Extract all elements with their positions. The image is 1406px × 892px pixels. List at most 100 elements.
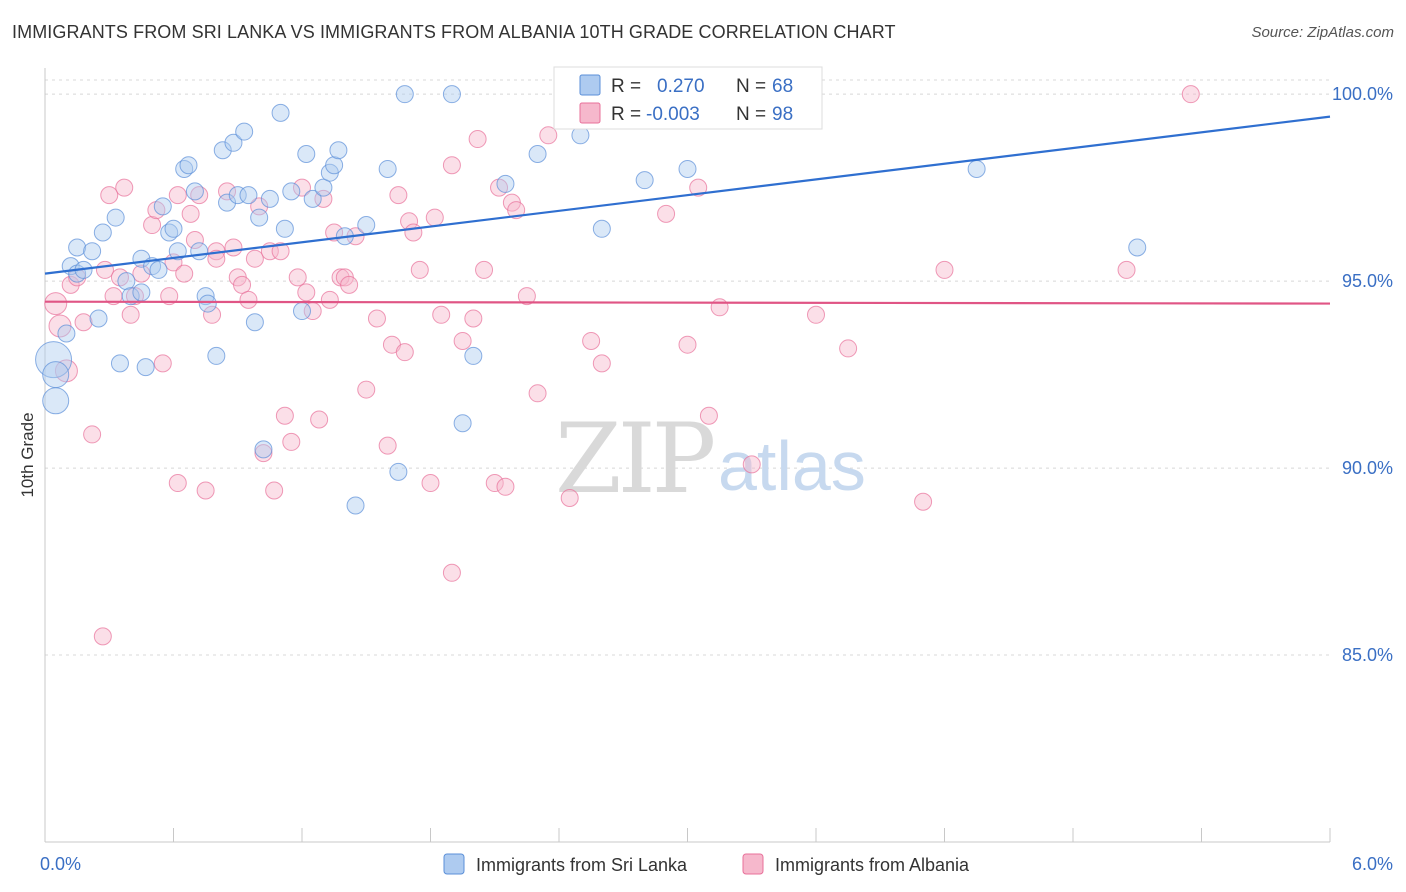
sri-lanka-point xyxy=(453,414,472,433)
sri-lanka-point xyxy=(271,103,290,122)
axes xyxy=(44,68,1331,843)
sri-lanka-point xyxy=(207,346,226,365)
stats-n-label: N = xyxy=(736,76,766,97)
albania-point xyxy=(168,474,187,493)
sri-lanka-point xyxy=(254,440,273,459)
sri-lanka-point xyxy=(213,141,232,160)
albania-point xyxy=(592,354,611,373)
sri-lanka-point xyxy=(678,159,697,178)
legend-swatch-albania xyxy=(742,853,764,875)
sri-lanka-point xyxy=(275,219,294,238)
albania-point xyxy=(160,287,179,306)
sri-lanka-point xyxy=(239,186,258,205)
stats-n-value: 68 xyxy=(772,76,793,97)
stats-legend-box: R = 0.270 N = 68 R = -0.003 N = 98 xyxy=(553,66,823,130)
stats-r-value: -0.003 xyxy=(646,104,700,125)
sri-lanka-point xyxy=(196,287,215,306)
albania-trend-line xyxy=(44,300,1331,305)
albania-point xyxy=(517,287,536,306)
albania-point xyxy=(74,313,93,332)
albania-point xyxy=(181,204,200,223)
albania-point xyxy=(44,292,68,316)
y-axis-label: 10th Grade xyxy=(18,412,37,497)
albania-point xyxy=(203,305,222,324)
albania-point xyxy=(168,186,187,205)
sri-lanka-point xyxy=(89,309,108,328)
albania-point xyxy=(689,178,708,197)
albania-point xyxy=(367,309,386,328)
y-tick-label: 100.0% xyxy=(1332,84,1393,104)
stats-swatch-albania xyxy=(579,102,601,124)
chart-legend: Immigrants from Sri Lanka Immigrants fro… xyxy=(443,853,970,875)
albania-point xyxy=(839,339,858,358)
x-tick-labels: 0.0% 6.0% xyxy=(40,854,1393,874)
albania-point xyxy=(425,208,444,227)
albania-point xyxy=(496,477,515,496)
albania-point xyxy=(185,231,204,249)
albania-point xyxy=(378,436,397,455)
sri-lanka-point xyxy=(282,182,301,201)
sri-lanka-trend-line xyxy=(44,115,1331,275)
legend-swatch-sri-lanka xyxy=(443,853,465,875)
trend-lines xyxy=(44,115,1331,305)
albania-point xyxy=(100,186,119,205)
x-tick-label: 0.0% xyxy=(40,854,81,874)
albania-point xyxy=(935,260,954,279)
albania-point xyxy=(61,275,80,294)
albania-point xyxy=(239,290,258,309)
sri-lanka-point xyxy=(967,159,986,178)
albania-point xyxy=(421,474,440,493)
sri-lanka-point xyxy=(389,462,408,481)
sri-lanka-point xyxy=(153,197,172,216)
albania-point xyxy=(528,384,547,403)
sri-lanka-point xyxy=(224,133,243,152)
albania-point xyxy=(1117,260,1136,279)
albania-point xyxy=(410,260,429,279)
albania-point xyxy=(207,249,226,268)
sri-lanka-point xyxy=(250,208,269,227)
albania-point xyxy=(143,216,162,235)
sri-lanka-point xyxy=(635,171,654,190)
sri-lanka-point xyxy=(179,156,198,175)
albania-point xyxy=(539,126,558,145)
sri-lanka-point xyxy=(132,283,151,302)
sri-lanka-point xyxy=(325,156,344,175)
sri-lanka-point xyxy=(136,358,155,377)
albania-point xyxy=(432,305,451,324)
albania-point xyxy=(357,380,376,399)
sri-lanka-point xyxy=(314,178,333,197)
sri-lanka-point xyxy=(228,186,247,205)
albania-point xyxy=(468,130,487,149)
albania-point xyxy=(464,309,483,328)
sri-lanka-point xyxy=(329,141,348,160)
albania-point xyxy=(95,260,114,279)
stats-r-value: 0.270 xyxy=(657,76,705,97)
sri-lanka-point xyxy=(245,313,264,332)
albania-point xyxy=(175,264,194,283)
albania-point xyxy=(265,481,284,500)
albania-point xyxy=(233,275,252,294)
albania-point xyxy=(475,260,494,279)
watermark-atlas: atlas xyxy=(718,427,866,505)
sri-lanka-point xyxy=(357,216,376,235)
albania-point xyxy=(320,290,339,309)
albania-point xyxy=(807,305,825,324)
sri-lanka-point xyxy=(57,324,76,343)
sri-lanka-point xyxy=(42,387,70,415)
albania-point xyxy=(297,283,316,302)
albania-point xyxy=(310,410,329,429)
sri-lanka-point xyxy=(198,294,217,313)
y-tick-labels: 85.0% 90.0% 95.0% 100.0% xyxy=(1332,84,1393,665)
stats-n-value: 98 xyxy=(772,104,793,125)
albania-point xyxy=(153,354,172,373)
stats-r-label: R = xyxy=(611,76,641,97)
albania-point xyxy=(132,264,151,283)
sri-lanka-point xyxy=(395,85,414,104)
stats-n-label: N = xyxy=(736,104,766,125)
sri-lanka-point xyxy=(149,260,168,279)
sri-lanka-point xyxy=(378,159,397,178)
y-tick-label: 85.0% xyxy=(1342,645,1393,665)
source-label: Source: ZipAtlas.com xyxy=(1251,24,1394,41)
y-tick-label: 95.0% xyxy=(1342,271,1393,291)
